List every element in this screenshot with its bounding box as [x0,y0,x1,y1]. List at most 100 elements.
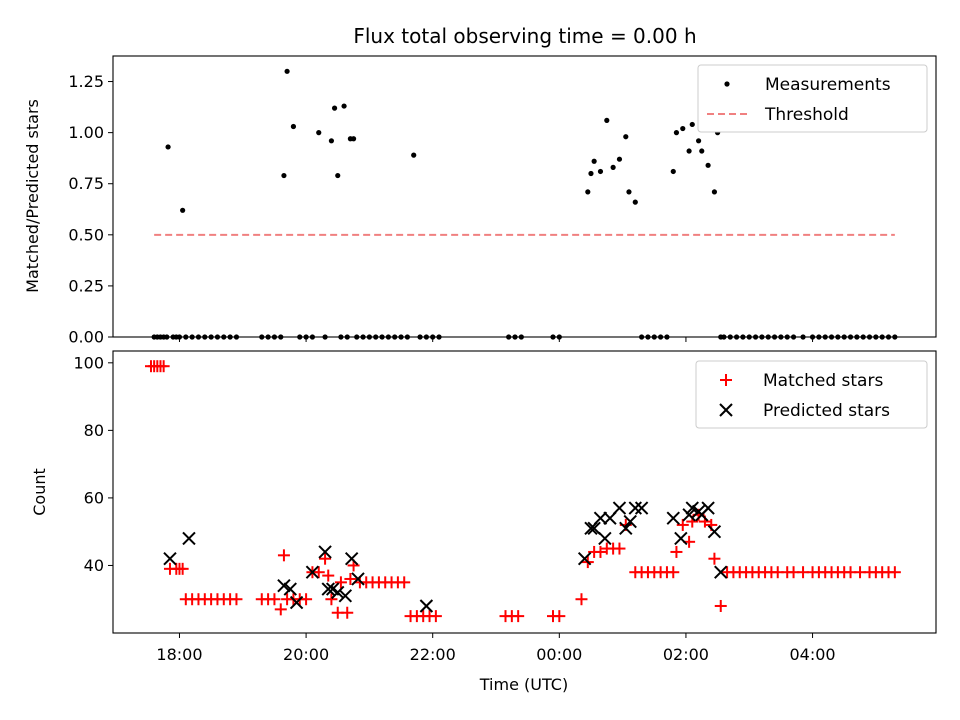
measurement-point [350,136,357,142]
predicted-star-point [577,551,592,566]
measurement-point [632,199,638,205]
measurement-point [328,138,335,144]
predicted-star-point [682,508,696,522]
matched-star-point [334,576,347,589]
predicted-star-point [331,585,345,600]
measurement-point [591,158,597,164]
predicted-star-point [305,565,320,579]
ratio-y-label: Matched/Predicted stars [23,99,42,293]
legend-marker-predicted [719,403,733,417]
count-y-tick-label: 40 [84,556,104,575]
predicted-star-point [163,551,177,566]
measurement-point [281,172,287,179]
predicted-star-point [612,501,627,515]
predicted-star-point [707,524,722,539]
predicted-star-point [593,511,608,525]
matched-star-point [277,549,290,562]
legend-label-matched: Matched stars [763,371,883,391]
measurement-point [180,207,186,213]
legend-label-measurements: Measurements [765,75,891,95]
predicted-star-point [619,521,633,536]
ratio-legend: Measurements Threshold [697,64,928,133]
count-y-label: Count [30,468,49,516]
count-y-tick-label: 60 [84,488,104,507]
matched-star-point [575,593,588,606]
measurement-point [165,144,171,150]
predicted-star-point [283,582,297,596]
x-tick-label: 18:00 [156,645,202,664]
matched-star-point [512,610,525,623]
predicted-star-point [674,531,688,546]
chart-title: Flux total observing time = 0.00 h [353,24,696,48]
predicted-star-point [666,511,680,525]
predicted-star-point [685,501,699,515]
measurement-point [699,148,705,154]
matched-star-point [230,593,243,606]
measurement-point [670,168,676,175]
x-tick-label: 20:00 [283,645,329,664]
matched-star-point [553,610,566,623]
matched-star-point [888,566,901,579]
count-x-axis: 18:00 20:00 22:00 00:00 02:00 04:00 [156,633,836,664]
matched-star-point [157,360,170,373]
matched-star-point [667,566,680,579]
matched-star-point [300,593,313,606]
predicted-star-point [338,589,353,603]
measurement-point [680,125,686,132]
predicted-star-point [714,565,728,579]
x-tick-label: 04:00 [789,645,835,664]
predicted-star-point [419,599,434,613]
legend-label-threshold: Threshold [764,105,849,125]
legend-marker-measurements [724,81,730,87]
matched-star-point [344,572,357,585]
matched-star-point [176,562,189,575]
legend-label-predicted: Predicted stars [763,401,890,421]
count-y-axis: 40 60 80 100 [73,353,113,575]
predicted-star-point [587,521,601,536]
predicted-star-point [628,501,642,515]
measurement-point [284,68,290,74]
count-legend-box [695,360,928,429]
ratio-y-axis: 0.00 0.25 0.50 0.75 1.00 1.25 [68,72,113,347]
count-legend: Matched stars Predicted stars [695,360,928,429]
predicted-star-points [163,501,728,613]
matched-star-point [312,566,325,579]
ratio-y-tick-label: 0.75 [68,174,104,193]
count-y-tick-label: 100 [73,353,104,372]
matched-star-point [319,552,332,565]
matched-star-point [274,603,287,616]
ratio-panel: 0.00 0.25 0.50 0.75 1.00 1.25 Matched/Predict… [23,55,937,347]
predicted-star-point [318,545,332,559]
measurement-point [616,156,623,162]
matched-star-point [670,545,683,558]
predicted-star-point [701,501,715,515]
predicted-star-point [634,501,649,515]
matched-star-point [341,606,354,619]
matched-star-point [322,569,335,582]
legend-marker-matched [720,374,732,386]
measurement-point [585,189,591,195]
measurement-point [623,134,629,140]
matched-star-point [676,518,689,531]
predicted-star-point [344,551,359,566]
measurement-point [597,168,604,175]
measurement-point [588,170,594,177]
matched-star-point [594,545,607,558]
predicted-star-point [289,595,304,610]
measurement-point [411,152,417,158]
measurement-point [689,121,695,128]
measurement-point [711,189,718,195]
ratio-plot-frame [112,55,937,338]
measurement-point [705,162,711,168]
count-panel: 40 60 80 100 18:00 20:00 22:00 00:00 02:00 04:00… [30,350,937,694]
measurement-point [316,130,322,136]
matched-star-point [398,576,411,589]
predicted-star-point [277,579,291,593]
predicted-star-point [351,572,365,586]
measurement-point [341,103,347,109]
ratio-y-tick-label: 1.25 [68,72,104,91]
measurement-point [290,123,297,130]
ratio-y-tick-label: 0.00 [68,328,104,347]
x-tick-label: 22:00 [410,645,456,664]
